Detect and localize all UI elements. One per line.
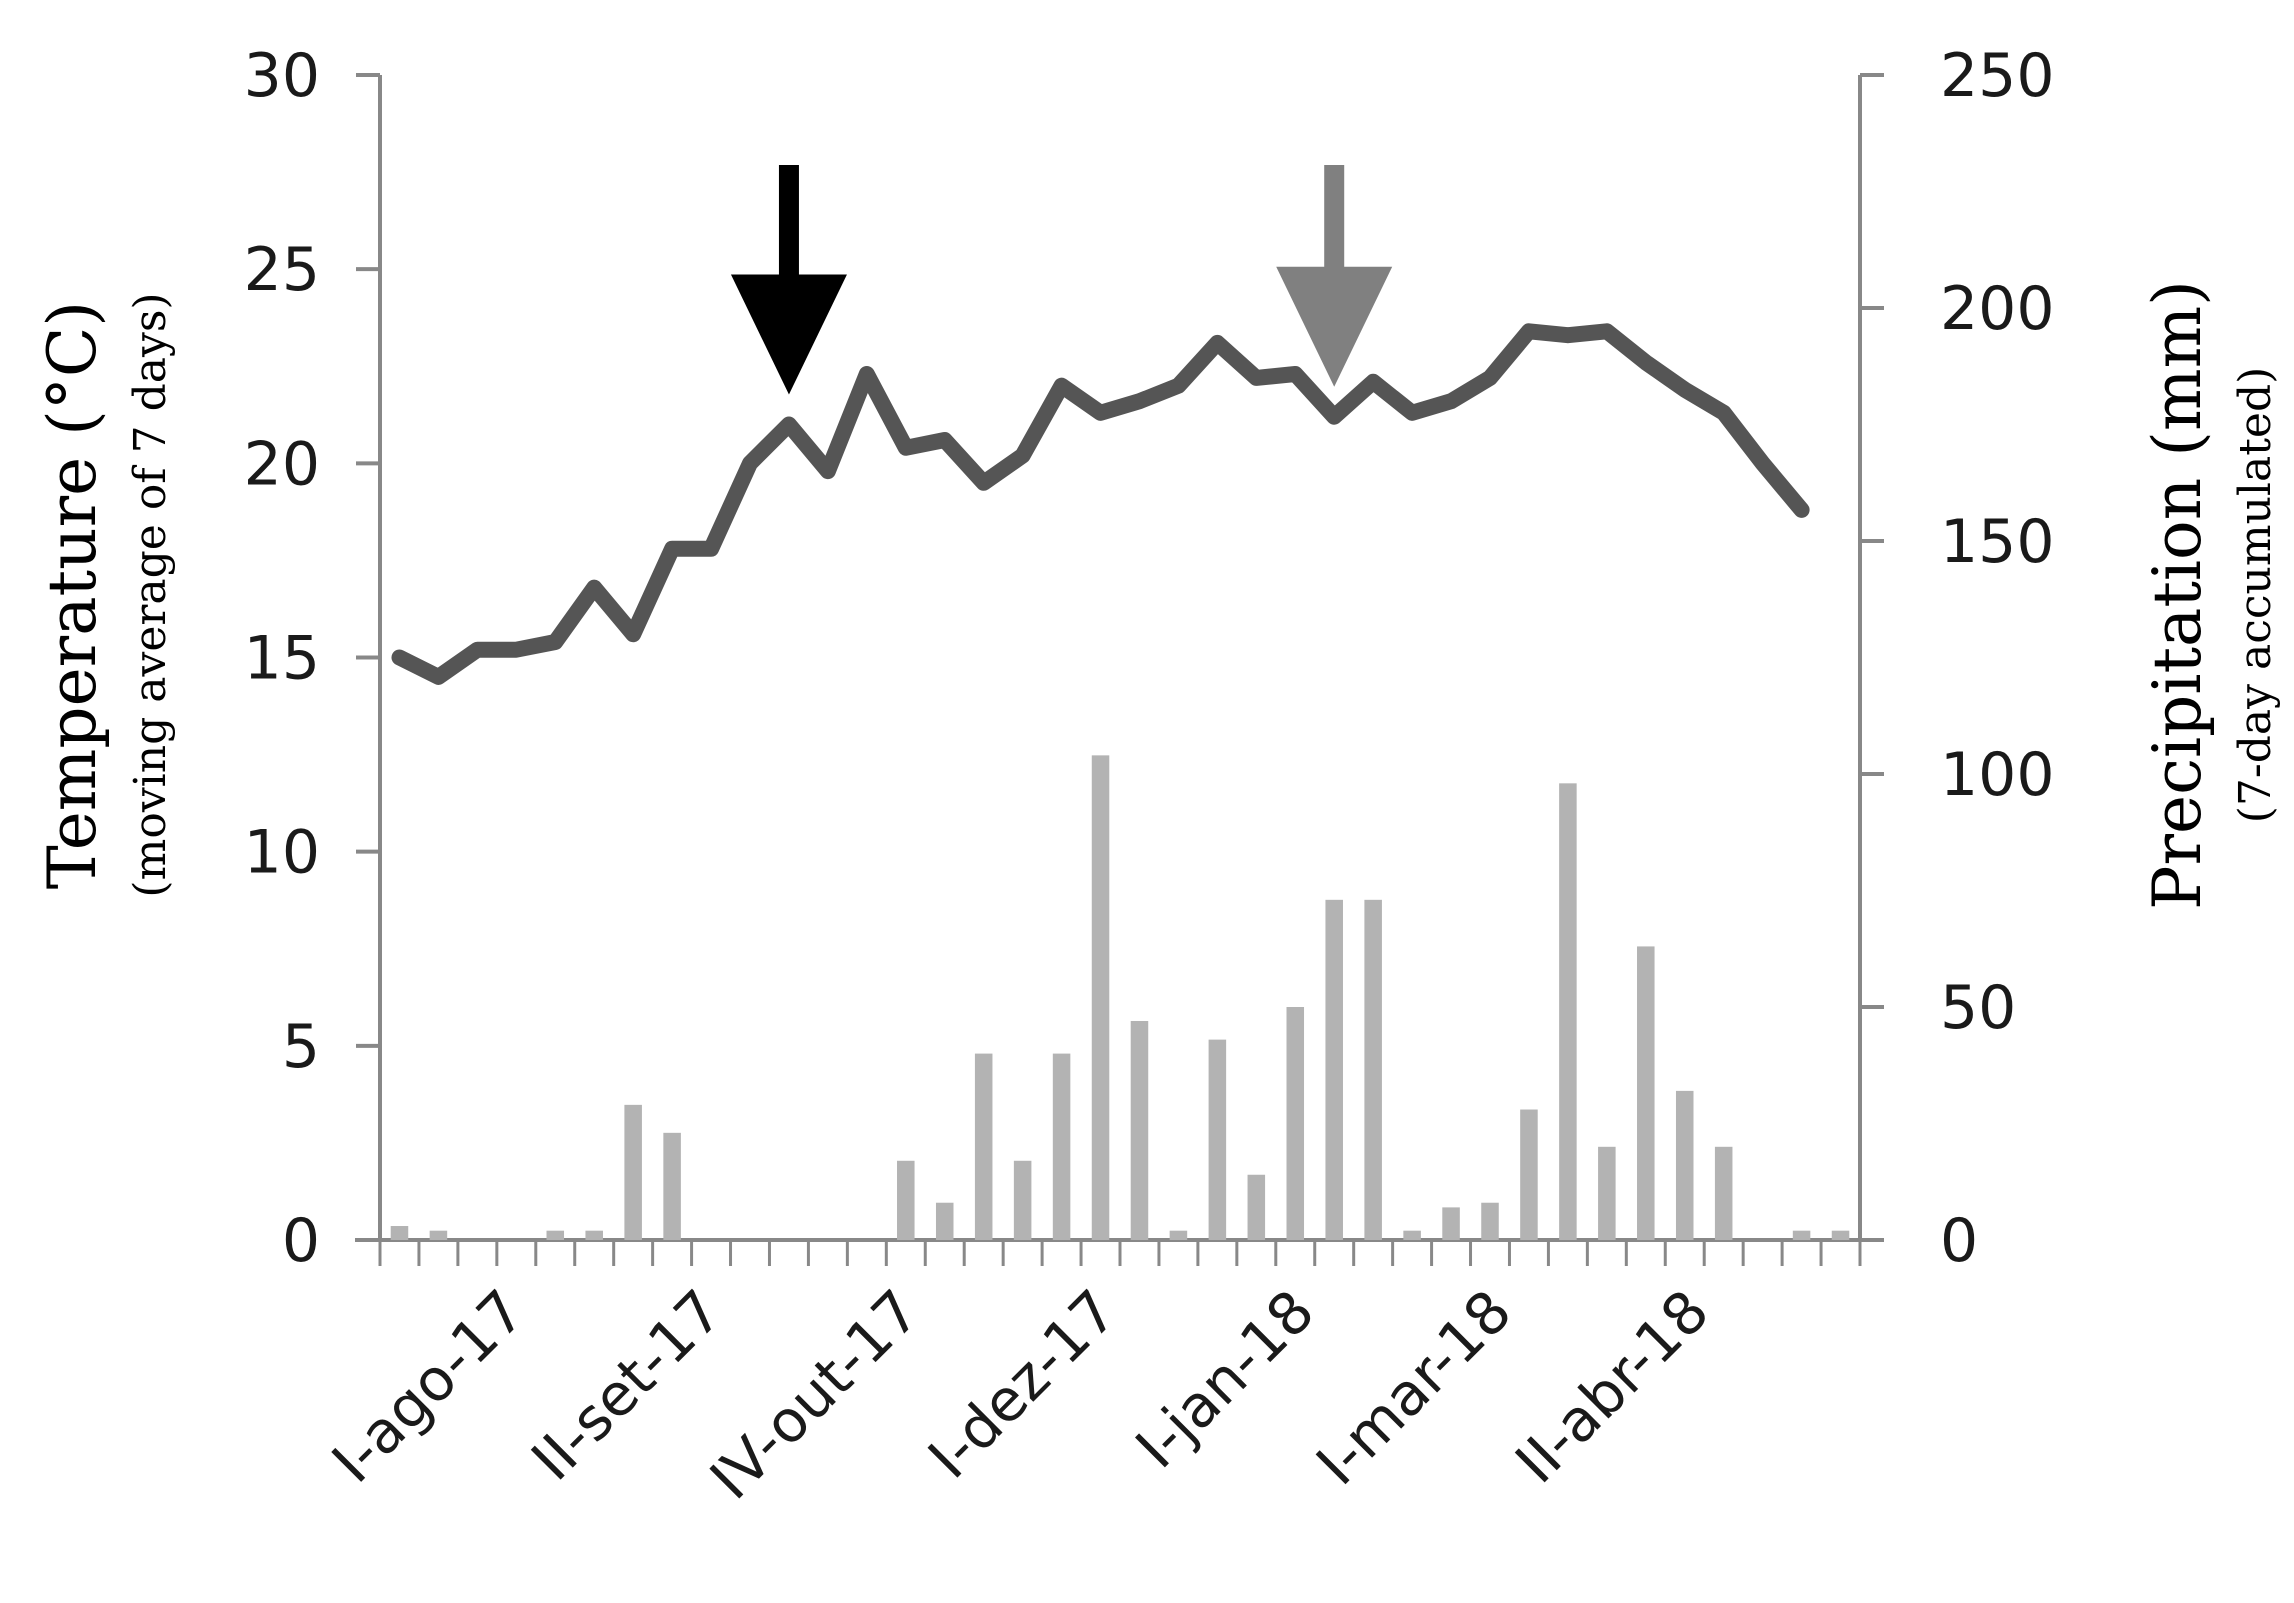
precip-bar [663, 1132, 681, 1240]
precip-bar [1714, 1146, 1733, 1240]
x-category-label: I-ago-17 [319, 1277, 538, 1496]
arrow-shaft [778, 165, 799, 295]
precip-bar [546, 1230, 565, 1240]
precip-bar [1637, 946, 1655, 1240]
precip-bar [1247, 1174, 1266, 1240]
ticks-layer [356, 73, 1884, 1266]
precip-bar [1675, 1090, 1694, 1240]
x-category-label: I-jan-18 [1123, 1277, 1327, 1481]
x-category-label: I-mar-18 [1303, 1277, 1524, 1498]
labels-layer: 051015202530050100150200250I-ago-17II-se… [244, 41, 2055, 1512]
temperature-line-layer [391, 323, 1810, 685]
precip-bar [1208, 1039, 1227, 1240]
precip-bar [1013, 1160, 1032, 1240]
precip-bar [1598, 1146, 1616, 1240]
x-category-label: I-dez-17 [915, 1277, 1130, 1492]
left-tick-label: 15 [244, 624, 320, 694]
precip-bar [1481, 1202, 1499, 1240]
left-axis-title: Temperature (°C) [34, 301, 111, 889]
precip-bar [624, 1104, 642, 1240]
left-tick-label: 20 [244, 429, 320, 499]
precip-bar [1286, 1007, 1305, 1240]
arrow-head [730, 274, 847, 395]
precip-bar [1130, 1020, 1149, 1240]
x-category-label: II-abr-18 [1502, 1277, 1721, 1496]
right-tick-label: 100 [1940, 740, 2055, 810]
precip-bar [1364, 899, 1382, 1240]
left-tick-label: 5 [282, 1012, 320, 1082]
temperature-line [391, 323, 1810, 685]
precip-bar [1831, 1230, 1850, 1240]
precip-bar [1559, 783, 1577, 1240]
precip-bar [974, 1053, 993, 1240]
precip-bar [1403, 1230, 1421, 1240]
left-tick-label: 10 [244, 818, 320, 888]
right-tick-label: 250 [1940, 41, 2055, 111]
right-tick-label: 150 [1940, 507, 2055, 577]
precip-bar [585, 1230, 603, 1240]
precip-bar [1520, 1109, 1538, 1240]
x-category-label: IV-out-17 [697, 1277, 933, 1513]
precipitation-bars [390, 755, 1850, 1240]
left-tick-label: 25 [244, 235, 320, 305]
precip-bar [897, 1160, 915, 1240]
precip-bar [1091, 755, 1110, 1240]
event-arrow [1276, 165, 1393, 387]
arrow-head [1276, 266, 1393, 387]
precip-bar [1169, 1230, 1188, 1240]
precip-bar [429, 1230, 448, 1240]
precip-bar [1325, 899, 1343, 1240]
left-tick-label: 30 [244, 41, 320, 111]
precip-bar [935, 1202, 954, 1240]
left-axis-subtitle: (moving average of 7 days) [125, 292, 176, 897]
precip-bar [1442, 1207, 1460, 1240]
arrows-layer [730, 165, 1393, 395]
right-axis-subtitle: (7-day accumulated) [2230, 367, 2281, 824]
left-tick-label: 0 [282, 1206, 320, 1276]
right-tick-label: 200 [1940, 274, 2055, 344]
precip-bar [1052, 1053, 1071, 1240]
event-arrow [730, 165, 847, 395]
arrow-shaft [1324, 165, 1345, 287]
precip-bar [1792, 1230, 1811, 1240]
right-tick-label: 0 [1940, 1206, 1978, 1276]
precip-bar [390, 1226, 409, 1240]
right-axis-title: Precipitation (mm) [2139, 280, 2216, 910]
right-tick-label: 50 [1940, 973, 2016, 1043]
